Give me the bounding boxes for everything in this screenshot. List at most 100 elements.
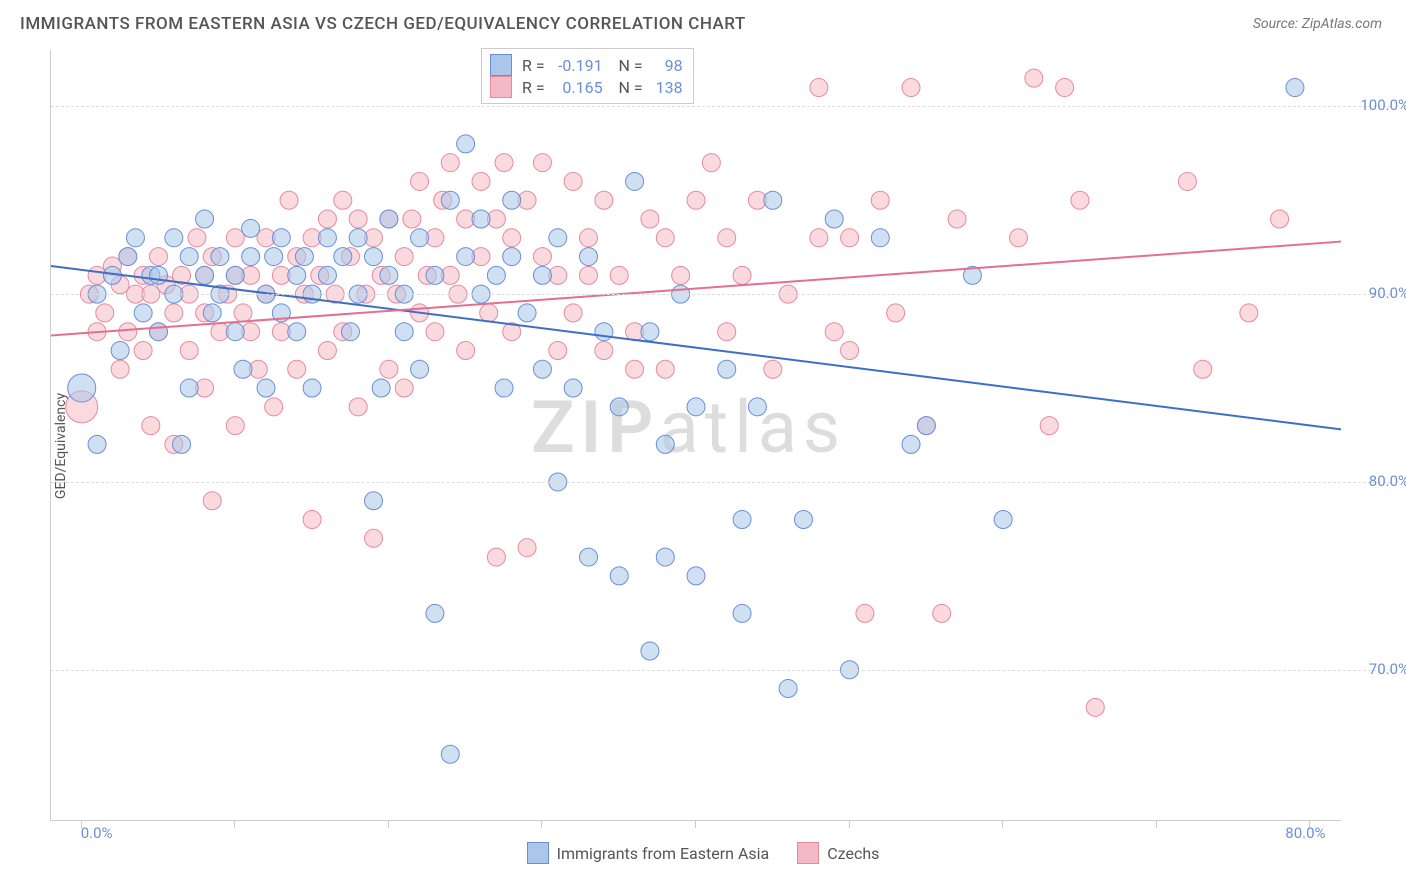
point-asia — [68, 374, 96, 402]
point-asia — [119, 248, 137, 266]
point-asia — [641, 323, 659, 341]
point-asia — [595, 323, 613, 341]
point-czech — [718, 229, 736, 247]
point-czech — [595, 341, 613, 359]
point-asia — [825, 210, 843, 228]
point-asia — [288, 323, 306, 341]
point-asia — [503, 191, 521, 209]
swatch-czech — [490, 76, 512, 98]
x-tick — [541, 820, 542, 828]
point-czech — [150, 248, 168, 266]
point-asia — [687, 398, 705, 416]
point-asia — [441, 191, 459, 209]
point-czech — [426, 323, 444, 341]
point-asia — [242, 219, 260, 237]
point-asia — [288, 266, 306, 284]
plot-frame: ZIPatlas R = -0.191 N = 98 R = 0.165 — [50, 50, 1341, 821]
point-czech — [933, 604, 951, 622]
point-asia — [150, 266, 168, 284]
point-czech — [1086, 698, 1104, 716]
gridline-h — [51, 670, 1391, 671]
point-asia — [318, 229, 336, 247]
point-asia — [564, 379, 582, 397]
point-asia — [165, 229, 183, 247]
point-czech — [318, 210, 336, 228]
point-czech — [142, 417, 160, 435]
point-asia — [226, 323, 244, 341]
point-asia — [1286, 79, 1304, 97]
point-czech — [495, 154, 513, 172]
point-czech — [203, 492, 221, 510]
point-czech — [533, 248, 551, 266]
point-asia — [334, 248, 352, 266]
point-asia — [365, 248, 383, 266]
point-asia — [134, 304, 152, 322]
r-label: R = — [522, 56, 545, 75]
point-czech — [733, 266, 751, 284]
point-asia — [795, 511, 813, 529]
point-czech — [764, 360, 782, 378]
point-czech — [672, 266, 690, 284]
point-czech — [610, 266, 628, 284]
point-asia — [733, 511, 751, 529]
point-czech — [265, 398, 283, 416]
y-tick-label: 100.0% — [1360, 96, 1406, 114]
point-czech — [841, 229, 859, 247]
point-asia — [533, 266, 551, 284]
point-asia — [495, 379, 513, 397]
chart-title: IMMIGRANTS FROM EASTERN ASIA VS CZECH GE… — [20, 14, 746, 34]
point-asia — [917, 417, 935, 435]
point-czech — [595, 191, 613, 209]
point-czech — [111, 360, 129, 378]
point-asia — [272, 229, 290, 247]
legend-row-asia: R = -0.191 N = 98 — [490, 54, 683, 76]
point-czech — [1240, 304, 1258, 322]
legend-item-asia: Immigrants from Eastern Asia — [527, 842, 770, 864]
point-asia — [380, 210, 398, 228]
point-czech — [134, 341, 152, 359]
point-asia — [533, 360, 551, 378]
series-legend: Immigrants from Eastern Asia Czechs — [0, 842, 1406, 864]
point-czech — [564, 304, 582, 322]
x-tick — [1002, 820, 1003, 828]
point-czech — [380, 360, 398, 378]
n-label: N = — [618, 78, 642, 97]
point-czech — [518, 539, 536, 557]
point-czech — [702, 154, 720, 172]
gridline-h — [51, 106, 1391, 107]
y-tick-label: 90.0% — [1369, 284, 1406, 302]
point-czech — [825, 323, 843, 341]
swatch-czech-icon — [797, 842, 819, 864]
point-asia — [472, 210, 490, 228]
legend-label-czech: Czechs — [827, 844, 879, 863]
point-czech — [334, 191, 352, 209]
point-asia — [733, 604, 751, 622]
point-czech — [841, 341, 859, 359]
point-czech — [349, 398, 367, 416]
point-asia — [196, 210, 214, 228]
point-asia — [411, 229, 429, 247]
source-label: Source: ZipAtlas.com — [1253, 16, 1382, 32]
point-czech — [902, 79, 920, 97]
point-asia — [211, 248, 229, 266]
point-czech — [480, 304, 498, 322]
n-value-asia: 98 — [647, 56, 683, 75]
x-tick — [1156, 820, 1157, 828]
point-asia — [411, 360, 429, 378]
point-asia — [111, 341, 129, 359]
point-czech — [871, 191, 889, 209]
point-czech — [365, 529, 383, 547]
point-czech — [226, 229, 244, 247]
point-asia — [503, 248, 521, 266]
point-asia — [518, 304, 536, 322]
point-czech — [180, 341, 198, 359]
point-czech — [656, 229, 674, 247]
point-asia — [610, 398, 628, 416]
point-asia — [457, 135, 475, 153]
x-tick-label: 0.0% — [81, 824, 113, 842]
x-tick — [234, 820, 235, 828]
point-czech — [165, 304, 183, 322]
point-asia — [257, 379, 275, 397]
point-asia — [380, 266, 398, 284]
point-czech — [288, 360, 306, 378]
